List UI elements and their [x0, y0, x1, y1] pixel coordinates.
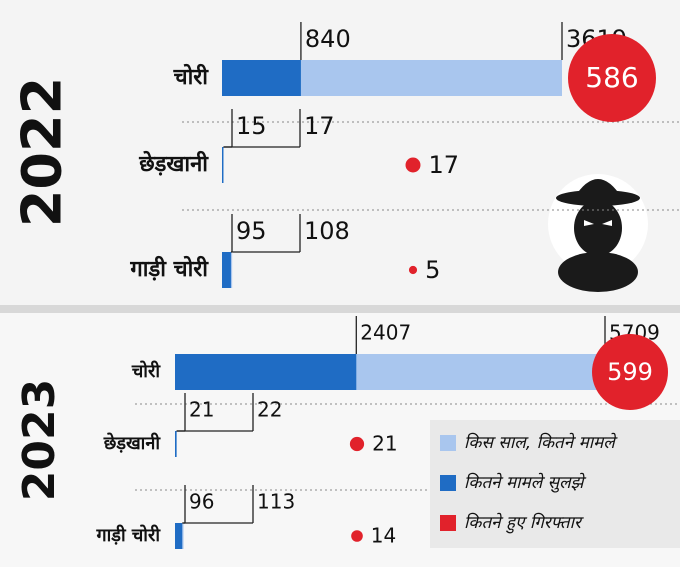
arrest-circle: [408, 265, 418, 275]
legend-label: किस साल, कितने मामले: [464, 432, 618, 453]
year-title: 2022: [11, 77, 74, 227]
thief-icon: [548, 174, 648, 292]
category-label: छेड़खानी: [138, 150, 209, 177]
legend-swatch: [440, 435, 456, 451]
bar-solved: [222, 252, 231, 288]
arrest-circle: [349, 436, 365, 452]
bar-solved: [175, 354, 357, 390]
legend-swatch: [440, 475, 456, 491]
category-label: चोरी: [173, 63, 210, 90]
value-label: 2407: [360, 321, 411, 345]
panel-divider: [0, 305, 680, 313]
value-label: 95: [236, 217, 267, 245]
category-label: गाड़ी चोरी: [129, 255, 209, 282]
year-title: 2023: [14, 379, 65, 501]
legend-box: [430, 420, 680, 548]
arrest-label: 21: [372, 432, 397, 456]
arrest-label: 17: [428, 151, 459, 179]
value-label: 108: [304, 217, 350, 245]
value-label: 22: [257, 398, 282, 422]
legend-swatch: [440, 515, 456, 531]
legend: किस साल, कितने मामले कितने मामले सुलझे कित…: [430, 420, 680, 548]
category-label: गाड़ी चोरी: [96, 524, 162, 546]
value-label: 113: [257, 490, 295, 514]
value-label: 21: [189, 398, 214, 422]
arrest-circle: [405, 157, 421, 173]
category-label: चोरी: [131, 360, 161, 382]
arrest-label: 5: [425, 256, 440, 284]
arrest-label: 599: [607, 358, 653, 386]
legend-label: कितने मामले सुलझे: [464, 472, 587, 493]
arrest-circle: [351, 530, 363, 542]
legend-label: कितने हुए गिरफ्तार: [464, 512, 584, 534]
bar-solved: [222, 147, 224, 183]
value-label: 17: [304, 112, 335, 140]
arrest-label: 586: [585, 61, 638, 94]
value-label: 15: [236, 112, 267, 140]
arrest-label: 14: [371, 524, 396, 548]
value-label: 96: [189, 490, 214, 514]
bar-solved: [175, 523, 183, 549]
arrest-circle: [592, 334, 668, 410]
value-label: 840: [305, 25, 351, 53]
arrest-circle: [568, 34, 656, 122]
bar-solved: [175, 431, 177, 457]
bar-solved: [222, 60, 301, 96]
category-label: छेड़खानी: [103, 432, 162, 454]
